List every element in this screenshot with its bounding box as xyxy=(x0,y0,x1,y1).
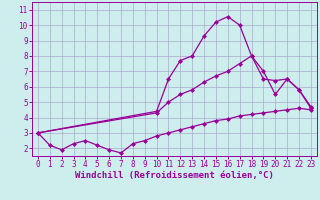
X-axis label: Windchill (Refroidissement éolien,°C): Windchill (Refroidissement éolien,°C) xyxy=(75,171,274,180)
